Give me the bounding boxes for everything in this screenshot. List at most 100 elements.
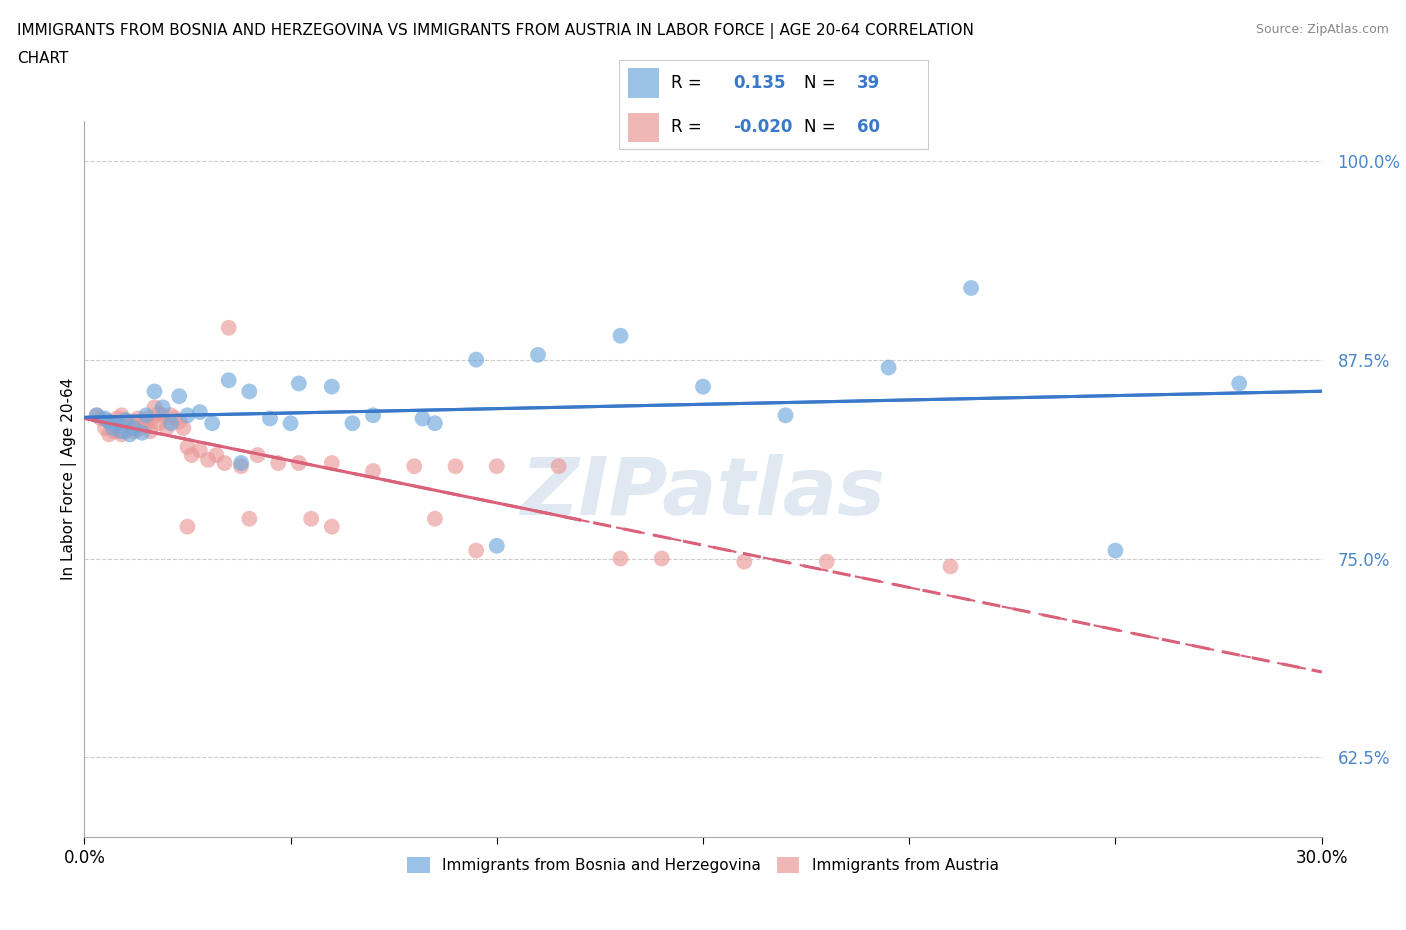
Point (485, 538, 508, 553)
Text: R =: R = (671, 118, 702, 136)
Point (103, 416, 125, 431)
Point (877, 360, 900, 375)
Text: IMMIGRANTS FROM BOSNIA AND HERZEGOVINA VS IMMIGRANTS FROM AUSTRIA IN LABOR FORCE: IMMIGRANTS FROM BOSNIA AND HERZEGOVINA V… (17, 23, 974, 39)
Point (176, 408, 198, 423)
Point (143, 400, 166, 415)
Point (423, 512, 446, 526)
Point (103, 420, 125, 435)
Point (609, 551, 631, 566)
Point (197, 452, 219, 467)
Point (103, 424, 125, 439)
FancyBboxPatch shape (628, 69, 659, 98)
Point (527, 348, 550, 363)
Point (246, 447, 269, 462)
Point (259, 411, 281, 426)
Point (465, 352, 488, 367)
Point (135, 416, 157, 431)
Point (160, 408, 183, 423)
Point (939, 559, 962, 574)
Point (86, 408, 108, 423)
Point (94, 420, 117, 435)
Point (105, 416, 128, 431)
Point (160, 416, 183, 431)
Point (110, 424, 132, 439)
Point (201, 416, 224, 431)
Point (127, 411, 149, 426)
Point (105, 424, 128, 439)
Point (148, 406, 170, 421)
Text: 39: 39 (856, 74, 880, 92)
Point (547, 458, 569, 473)
Point (465, 543, 488, 558)
Point (167, 414, 190, 429)
Point (412, 411, 434, 426)
Point (238, 512, 260, 526)
Point (609, 328, 631, 343)
Point (299, 512, 322, 526)
Point (229, 456, 252, 471)
Point (218, 320, 240, 335)
Point (280, 416, 302, 431)
Point (485, 458, 508, 473)
Point (423, 416, 446, 431)
Point (321, 519, 343, 534)
Point (733, 554, 755, 569)
Point (321, 456, 343, 471)
Text: ZIPatlas: ZIPatlas (520, 454, 886, 532)
Point (131, 425, 153, 440)
Y-axis label: In Labor Force | Age 20-64: In Labor Force | Age 20-64 (62, 378, 77, 580)
Point (114, 424, 136, 439)
FancyBboxPatch shape (628, 113, 659, 141)
Point (135, 408, 157, 423)
Text: 0.135: 0.135 (733, 74, 786, 92)
Point (815, 554, 838, 569)
Point (135, 411, 157, 426)
Text: -0.020: -0.020 (733, 118, 793, 136)
Point (960, 281, 983, 296)
Point (114, 413, 136, 428)
Point (288, 376, 311, 391)
Point (131, 419, 153, 434)
Point (98, 427, 121, 442)
Point (775, 408, 797, 423)
Point (288, 456, 311, 471)
Point (105, 411, 128, 426)
Point (152, 400, 174, 415)
Point (139, 424, 162, 439)
Point (188, 443, 211, 458)
Point (267, 456, 290, 471)
Point (238, 384, 260, 399)
Point (94, 411, 117, 426)
Point (143, 384, 166, 399)
Text: R =: R = (671, 74, 702, 92)
Point (651, 551, 673, 566)
Point (361, 408, 384, 423)
Point (156, 420, 179, 435)
Point (342, 416, 364, 431)
Point (114, 413, 136, 428)
Text: CHART: CHART (17, 51, 69, 66)
Text: N =: N = (804, 118, 835, 136)
Point (404, 458, 426, 473)
Point (148, 416, 170, 431)
Text: N =: N = (804, 74, 835, 92)
Point (1227, 376, 1250, 391)
Point (118, 416, 141, 431)
Point (692, 379, 714, 394)
Point (176, 519, 198, 534)
Legend: Immigrants from Bosnia and Herzegovina, Immigrants from Austria: Immigrants from Bosnia and Herzegovina, … (401, 851, 1005, 880)
Point (122, 420, 145, 435)
Point (98, 414, 121, 429)
Point (214, 456, 236, 471)
Point (205, 447, 228, 462)
Point (229, 458, 252, 473)
Point (176, 440, 198, 455)
Point (98, 414, 121, 429)
Point (127, 422, 149, 437)
Point (165, 411, 187, 426)
Point (361, 463, 384, 478)
Point (167, 389, 190, 404)
Text: Source: ZipAtlas.com: Source: ZipAtlas.com (1256, 23, 1389, 36)
Point (118, 427, 141, 442)
Point (122, 414, 145, 429)
